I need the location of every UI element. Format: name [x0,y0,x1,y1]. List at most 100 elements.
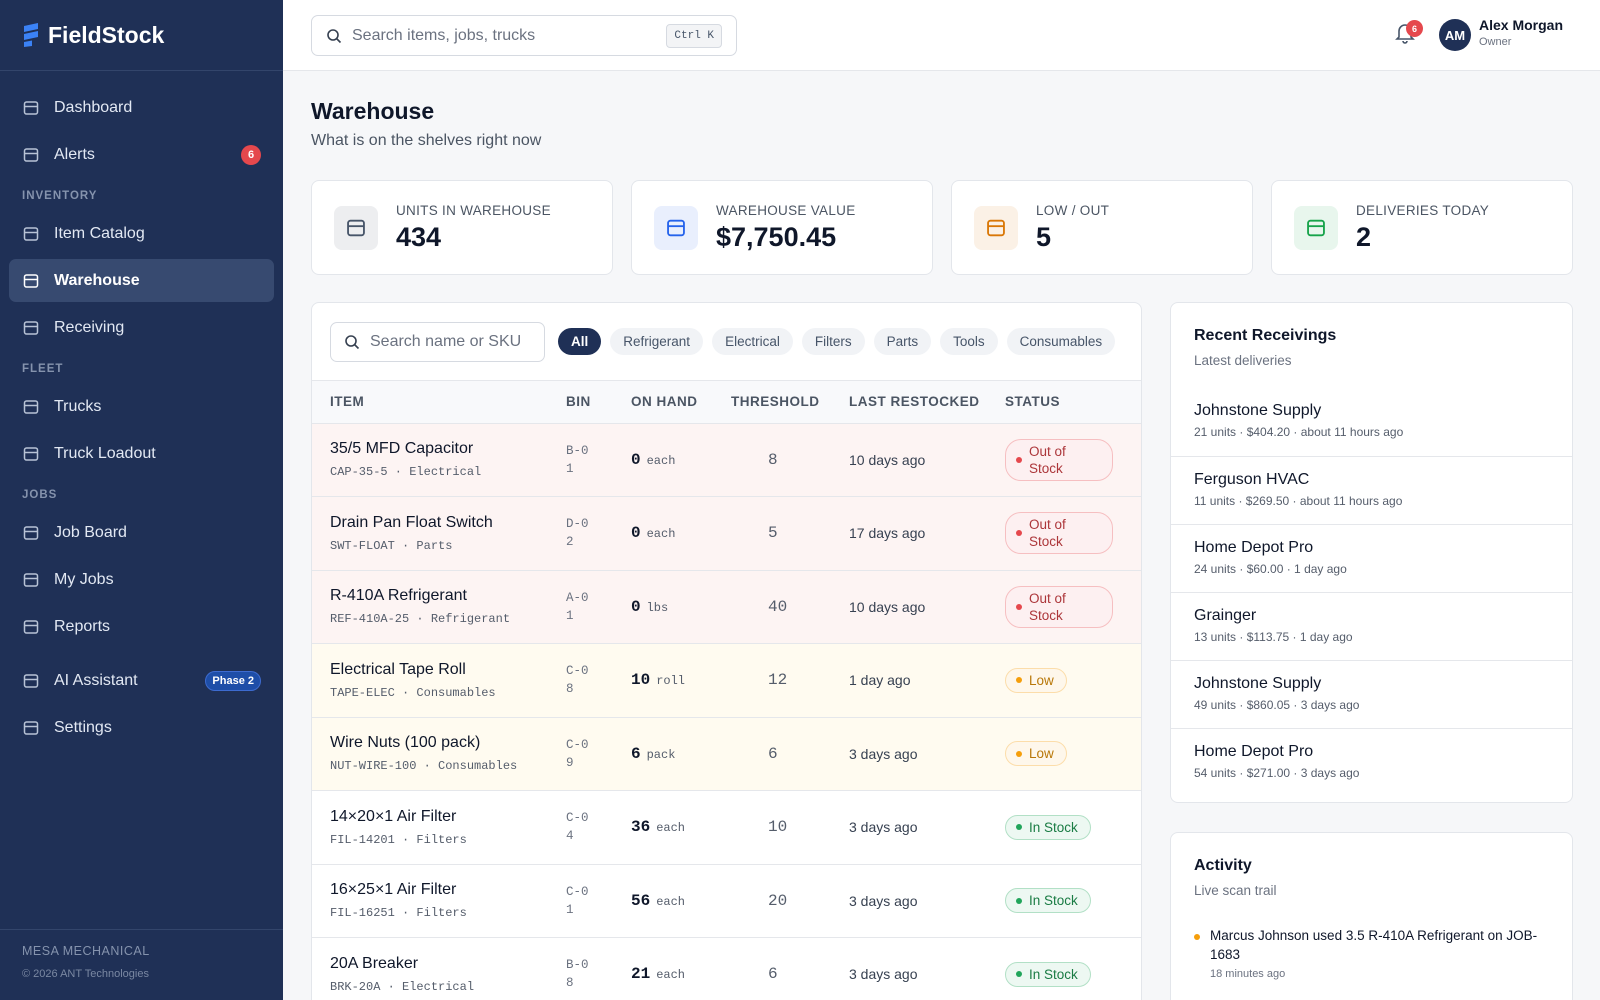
nav-item[interactable]: Item Catalog [9,212,274,255]
icon [23,273,39,288]
nav-item[interactable]: Reports [9,605,274,648]
inventory-row[interactable]: Electrical Tape Roll TAPE-ELEC · Consumab… [312,643,1141,718]
inventory-table: ITEM BIN ON HAND THRESHOLD LAST RESTOCKED STA… [312,381,1141,1000]
filter-chip[interactable]: Refrigerant [610,328,704,355]
receiving-meta: 54 units · $271.00 · 3 days ago [1194,766,1360,780]
avatar[interactable]: AM [1439,19,1471,51]
inventory-row[interactable]: 35/5 MFD Capacitor CAP-35-5 · Electrical B… [312,423,1141,497]
filter-chip[interactable]: Filters [801,328,865,355]
item-sku: FIL-14201 · Filters [330,832,467,847]
copyright: © 2026 ANT Technologies [22,968,149,980]
nav-label: Receiving [54,318,125,336]
inventory-panel: Search name or SKU All Refrigerant Electri… [311,302,1142,1000]
icon [23,525,39,540]
icon [667,219,685,236]
status-dot [1016,824,1022,831]
nav-label: Dashboard [54,98,133,116]
nav-item[interactable]: Warehouse [9,259,274,302]
status-cell: Low [1005,717,1141,791]
receiving-meta: 11 units · $269.50 · about 11 hours ago [1194,494,1403,508]
nav-label: Reports [54,617,111,635]
item-name: R-410A Refrigerant [330,587,467,605]
nav-item[interactable]: Receiving [9,306,274,349]
status-cell: In Stock [1005,790,1141,865]
stat-value: 434 [396,221,442,252]
receiving-item[interactable]: Home Depot Pro 54 units · $271.00 · 3 day… [1171,728,1572,796]
table-header: ITEM BIN ON HAND THRESHOLD LAST RESTOCKED STA… [312,381,1141,424]
item-name: 16×25×1 Air Filter [330,881,457,899]
receiving-item[interactable]: Grainger 13 units · $113.75 · 1 day ago [1171,592,1572,660]
inventory-row[interactable]: R-410A Refrigerant REF-410A-25 · Refriger… [312,570,1141,644]
on-hand: 21 [631,965,651,984]
page-header: Warehouse What is on the shelves right n… [311,98,541,150]
icon [23,147,39,162]
nav-item[interactable]: Settings [9,706,274,749]
receiving-item[interactable]: Johnstone Supply 21 units · $404.20 · abo… [1171,388,1572,456]
status-pill: In Stock [1005,888,1091,914]
stat-label: LOW / OUT [1036,202,1110,218]
nav-item[interactable]: AI Assistant Phase 2 [9,659,274,702]
status-pill: Low [1005,741,1067,767]
item-sku: TAPE-ELEC · Consumables [330,685,496,700]
last-restocked: 1 day ago [849,643,1005,718]
filter-chip[interactable]: All [558,328,602,355]
threshold: 10 [731,790,849,865]
search-placeholder: Search name or SKU [370,332,522,350]
icon [23,320,39,335]
sidebar-footer: MESA MECHANICAL © 2026 ANT Technologies [0,929,283,994]
item-name: 14×20×1 Air Filter [330,807,457,825]
on-hand-cell: 0 each [631,423,731,497]
on-hand-cell: 36 each [631,790,731,865]
receiving-meta: 13 units · $113.75 · 1 day ago [1194,630,1353,644]
card-subtitle: Latest deliveries [1194,353,1292,368]
status-dot [1016,897,1022,904]
icon [23,399,39,414]
status-dot [1016,530,1022,537]
status-cell: Low [1005,643,1141,718]
nav-item[interactable]: Alerts 6 [9,133,274,176]
nav-item[interactable]: Trucks [9,385,274,428]
inventory-row[interactable]: 20A Breaker BRK-20A · Electrical B-08 21 eac… [312,937,1141,1000]
inventory-search[interactable]: Search name or SKU [330,321,545,362]
nav-item[interactable]: My Jobs [9,558,274,601]
activity-list: Marcus Johnson used 3.5 R-410A Refrigera… [1171,898,1572,980]
nav-item[interactable]: Dashboard [9,86,274,129]
bin-cell: C-09 [566,717,631,791]
item-cell: 14×20×1 Air Filter FIL-14201 · Filters [312,790,566,865]
stat-card: UNITS IN WAREHOUSE 434 [311,180,613,275]
brand[interactable]: FieldStock [0,0,283,71]
filter-chip[interactable]: Tools [940,328,998,355]
receiving-item[interactable]: Ferguson HVAC 11 units · $269.50 · about … [1171,456,1572,524]
receiving-item[interactable]: Home Depot Pro 24 units · $60.00 · 1 day … [1171,524,1572,592]
supplier: Grainger [1194,607,1257,624]
global-search[interactable]: Search items, jobs, trucks Ctrl K [311,15,737,56]
item-sku: FIL-16251 · Filters [330,906,467,921]
inventory-row[interactable]: Wire Nuts (100 pack) NUT-WIRE-100 · Consu… [312,717,1141,791]
inventory-row[interactable]: Drain Pan Float Switch SWT-FLOAT · Parts D… [312,496,1141,571]
nav-item[interactable]: Job Board [9,511,274,554]
inventory-row[interactable]: 14×20×1 Air Filter FIL-14201 · Filters C-0… [312,790,1141,865]
unit: each [656,821,686,836]
nav-badge: Phase 2 [205,670,261,691]
filter-chip[interactable]: Electrical [712,328,793,355]
icon [23,226,39,241]
nav-item[interactable]: Truck Loadout [9,432,274,475]
nav-group: Dashboard Alerts 6 [9,86,274,176]
stat-text: WAREHOUSE VALUE $7,750.45 [716,203,856,253]
nav-label: Job Board [54,523,127,541]
item-name: 20A Breaker [330,954,419,972]
status-dot [1016,971,1022,978]
nav-section-title: FLEET [22,363,64,375]
notifications[interactable]: 6 [1395,20,1423,49]
icon [347,219,365,236]
on-hand: 6 [631,744,641,763]
icon [23,720,39,735]
brand-name: FieldStock [48,21,165,48]
bin: C-04 [566,811,589,844]
filter-chip[interactable]: Consumables [1006,328,1116,355]
status-cell: Out of Stock [1005,570,1141,644]
receiving-item[interactable]: Johnstone Supply 49 units · $860.05 · 3 d… [1171,660,1572,728]
supplier: Home Depot Pro [1194,539,1314,556]
inventory-row[interactable]: 16×25×1 Air Filter FIL-16251 · Filters C-0… [312,864,1141,938]
filter-chip[interactable]: Parts [873,328,932,355]
